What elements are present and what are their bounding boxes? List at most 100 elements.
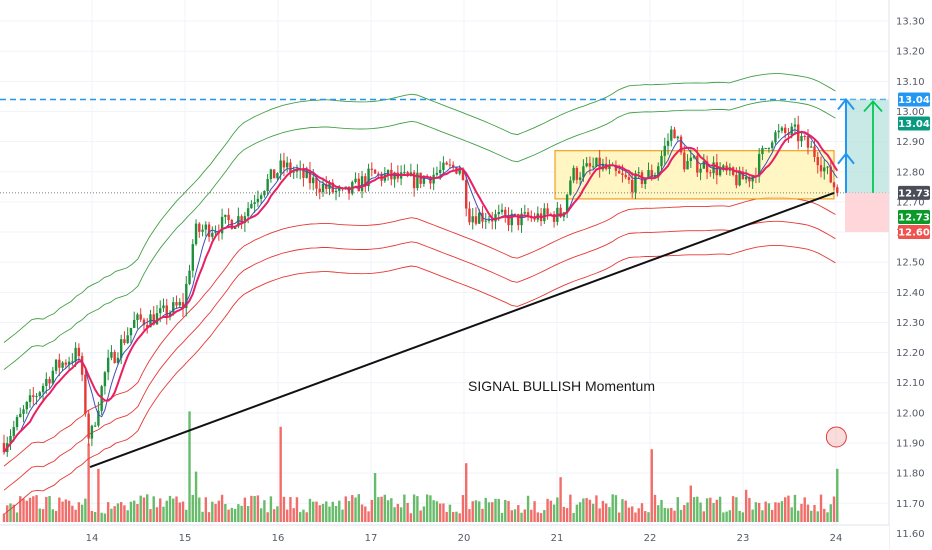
volume-bar [836,468,839,522]
volume-bar [412,494,416,522]
volume-bar [458,513,461,522]
volume-bar [185,509,188,522]
price-tag-box [898,92,930,107]
volume-bar [712,502,715,522]
volume-bar [240,505,243,522]
volume-bar [373,473,377,522]
volume-bar [777,502,780,522]
volume-bar [155,507,159,522]
volume-bar [9,503,12,522]
time-axis[interactable]: 14 15 16 17 20 21 22 23 24 [0,524,889,550]
candle-body [58,359,61,368]
candle-body [367,168,370,187]
candle-body [325,183,328,189]
candle-body [595,157,598,167]
volume-bar [826,512,829,522]
candle-body [188,270,191,284]
lower-band-line [3,244,836,515]
volume-bar [237,504,240,522]
candle-body [28,395,32,403]
candle-body [12,427,15,436]
volume-bar [504,499,507,522]
price-tag-label: 12.73 [898,212,930,223]
candle-body [74,347,77,362]
volume-bar [578,502,582,522]
volume-bar [552,504,556,522]
volume-bar [572,512,575,522]
indicator-bands [3,73,836,515]
candle-body [666,140,670,146]
candle-body [442,162,445,171]
volume-bar [67,500,71,522]
long-position-tool[interactable] [845,99,889,233]
candle-body [412,172,416,189]
volume-bar [211,501,214,522]
volume-bar [556,497,559,522]
candle-body [119,339,123,358]
y-tick-label: 11.60 [896,529,925,540]
volume-bar [530,509,533,522]
candle-body [699,168,702,173]
candle-body [517,213,520,226]
volume-bar [748,497,751,522]
volume-bar [425,494,429,522]
volume-bar [774,502,777,522]
price-axis[interactable]: 11.60 11.70 11.80 11.90 12.00 12.10 12.20 12.30… [888,0,932,550]
volume-bar [386,500,390,522]
volume-bar [194,471,198,522]
volume-bar [598,508,601,522]
y-tick-label: 13.30 [896,17,925,28]
y-tick-label: 12.90 [896,137,925,148]
volume-bar [334,505,338,522]
candle-body [211,232,214,237]
volume-highlight-circle [825,426,847,448]
volume-bar [159,498,162,522]
volume-bar [793,494,797,522]
volume-bar [784,497,787,522]
y-tick-label: 12.40 [896,288,925,299]
volume-bar [390,498,393,522]
volume-bar [562,506,566,522]
candle-body [777,130,780,133]
lower-band-line [3,196,836,467]
volume-bar [308,498,312,522]
grid-lines [0,0,889,534]
candle-body [572,167,575,181]
volume-bar [673,510,676,522]
candle-body [419,172,422,184]
volume-bar [569,494,572,522]
target-arrows [837,97,883,193]
volume-bar [357,494,360,522]
candle-body [705,161,709,173]
price-tag-box [898,209,930,224]
candle-body [338,188,341,191]
x-tick-label: 16 [272,533,285,544]
volume-bar [77,502,81,522]
candle-body [123,339,126,344]
candle-body [393,172,396,180]
candle-body [35,396,38,398]
candle-body [608,165,611,170]
volume-bar [536,512,540,522]
volume-bar [71,505,74,522]
volume-bar [455,511,458,522]
candle-body [48,379,51,384]
x-tick-label: 22 [644,533,657,544]
volume-bar [325,501,328,522]
y-tick-label: 12.10 [896,378,925,389]
volume-bar [510,510,513,522]
candle-body [660,155,663,167]
volume-bar [305,512,308,522]
candle-body [250,203,253,209]
volume-bar [285,509,289,522]
candle-body [269,169,273,180]
candle-body [224,214,227,217]
price-tag-box [898,225,930,240]
volume-bar [220,494,224,522]
volume-bar [2,513,6,522]
volume-bar [41,509,45,522]
volume-bar [328,506,331,522]
volume-bar [507,501,510,522]
volume-bar [119,502,123,522]
